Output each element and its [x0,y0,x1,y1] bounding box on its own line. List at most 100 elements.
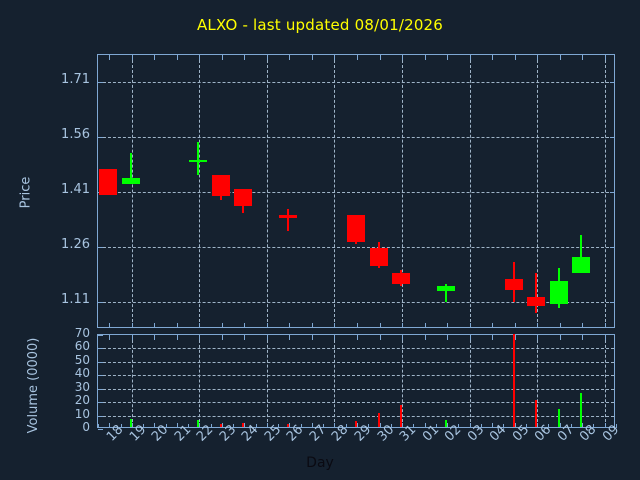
candle-wick-lower-05 [512,289,515,303]
candle-wick-lower-23 [219,196,222,201]
volume-minor-tick [165,424,167,428]
candle-body-08 [572,256,591,274]
price-xtick-bottom [537,323,539,328]
volume-minor-tick [311,424,313,428]
volume-minor-tick [278,424,280,428]
volume-bar-19 [129,418,132,427]
price-ytick-right [610,246,615,248]
volume-minor-tick [503,424,505,428]
volume-minor-tick [390,424,392,428]
volume-vgridline [266,335,268,427]
volume-xtick-top [334,335,336,340]
candle-wick-upper-07 [557,267,560,281]
volume-minor-tick [221,424,223,428]
price-xtick-top [289,55,291,60]
price-xtick-bottom [311,323,313,328]
price-xtick-top [311,55,313,60]
volume-minor-tick [435,424,437,428]
candle-body-02 [437,285,456,292]
volume-minor-tick [424,424,426,428]
price-xtick-top [537,55,539,60]
candle-body-22 [189,159,208,162]
volume-xtick-top [266,335,268,340]
volume-gridline [98,375,614,377]
volume-minor-tick [548,424,550,428]
price-tick-label: 1.56 [61,127,90,143]
volume-minor-tick [570,424,572,428]
volume-xtick-top [514,335,516,340]
volume-tick-label: 30 [74,379,90,394]
price-vgridline [469,55,471,327]
price-vgridline [537,55,539,327]
price-xtick-top [424,55,426,60]
price-xtick-top [604,55,606,60]
volume-xtick-top [582,335,584,340]
volume-plot-area [97,334,617,430]
volume-minor-tick [593,424,595,428]
volume-xtick-top [131,335,133,340]
volume-ytick [98,429,103,430]
volume-xtick-top [559,335,561,340]
price-xtick-bottom [492,323,494,328]
volume-tick-label: 60 [74,339,90,354]
price-xtick-top [492,55,494,60]
candle-wick-lower-02 [445,291,448,303]
price-vgridline [199,55,201,327]
volume-xtick-top [244,335,246,340]
price-vgridline [402,55,404,327]
price-vgridline [604,55,606,327]
candle-body-31 [392,273,411,285]
price-xtick-bottom [604,323,606,328]
volume-minor-tick [559,424,561,428]
volume-minor-tick [244,424,246,428]
volume-minor-tick [469,424,471,428]
price-xtick-bottom [154,323,156,328]
volume-xtick-top [221,335,223,340]
volume-minor-tick [402,424,404,428]
volume-tick-label: 10 [74,406,90,421]
volume-bar-06 [535,399,538,427]
volume-xtick-top [357,335,358,340]
volume-bar-22 [197,419,200,427]
price-tick-label: 1.41 [61,182,90,197]
price-plot-area [97,54,615,328]
volume-minor-tick [143,424,145,428]
price-xtick-bottom [244,323,246,328]
volume-xtick-top [402,335,404,340]
volume-vgridline [131,335,133,427]
price-xtick-bottom [334,323,336,328]
candle-wick-lower-24 [242,205,245,213]
volume-minor-tick [131,424,133,428]
volume-tick-label: 40 [74,366,90,381]
candle-body-05 [504,278,523,290]
candle-body-26 [279,214,298,219]
volume-bar-07 [557,409,560,427]
price-xtick-top [357,55,358,60]
volume-bar-31 [400,405,403,427]
volume-xtick-top [537,335,539,340]
price-xtick-bottom [469,323,471,328]
volume-minor-tick [188,424,190,428]
candle-body-24 [234,189,253,206]
volume-gridline [98,348,614,350]
volume-ytick [98,388,103,390]
price-xtick-top [154,55,156,60]
volume-gridline [98,361,614,363]
volume-minor-tick [323,424,325,428]
volume-gridline [98,415,614,417]
price-xtick-top [109,55,111,60]
volume-minor-tick [233,424,235,428]
price-xtick-top [176,55,178,60]
volume-xtick-top [447,335,449,340]
x-axis-title: Day [306,455,334,471]
price-xtick-top [221,55,223,60]
price-xtick-top [334,55,336,60]
volume-vgridline [604,335,606,427]
candle-wick-upper-05 [512,262,515,279]
price-tick-label: 1.11 [61,291,90,307]
candle-wick-upper-06 [535,273,538,297]
price-xtick-top [199,55,201,60]
price-xtick-bottom [289,323,291,328]
price-ytick [98,246,103,248]
volume-gridline [98,402,614,404]
